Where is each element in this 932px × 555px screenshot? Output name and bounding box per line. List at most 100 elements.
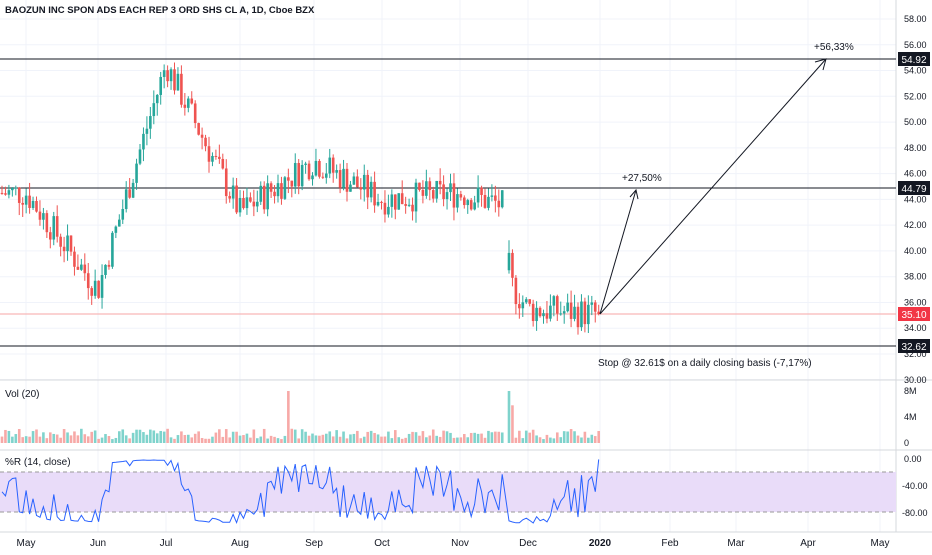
volume-bar	[221, 436, 225, 443]
volume-bar	[66, 432, 69, 443]
volume-bar	[524, 430, 528, 443]
candle-body	[287, 177, 290, 181]
volume-bar	[435, 435, 438, 443]
candle-body	[121, 209, 125, 220]
volume-bar	[366, 431, 369, 443]
candle-body	[356, 176, 359, 188]
candle-body	[155, 94, 159, 104]
volume-bar	[469, 432, 473, 443]
volume-bar	[483, 437, 487, 443]
volume-bar	[431, 429, 435, 443]
candle-body	[242, 197, 245, 209]
volume-bar	[235, 431, 238, 443]
candle-body	[49, 232, 52, 240]
candle-body	[487, 196, 490, 208]
candle-body	[93, 280, 97, 296]
time-tick: May	[871, 538, 890, 549]
volume-bar	[549, 437, 552, 443]
volume-bar	[531, 429, 535, 443]
volume-bar	[152, 430, 156, 443]
candle-body	[52, 216, 56, 240]
volume-bar	[397, 437, 401, 443]
volume-bar	[169, 437, 173, 443]
candle-body	[425, 181, 428, 196]
volume-bar	[321, 434, 325, 443]
volume-bar	[128, 438, 131, 443]
volume-bar	[376, 434, 380, 443]
candle-body	[593, 302, 597, 312]
candle-body	[535, 307, 538, 322]
candle-body	[321, 176, 325, 178]
candle-body	[273, 191, 276, 197]
projection-arrows[interactable]	[599, 58, 827, 315]
candle-body	[335, 170, 338, 173]
williams-tick-0: 0.00	[904, 454, 922, 464]
candle-body	[38, 211, 42, 220]
volume-bar	[249, 437, 252, 443]
volume-bar	[428, 435, 432, 443]
time-tick: Nov	[451, 538, 469, 549]
volume-bar	[459, 437, 463, 443]
candle-body	[514, 277, 518, 305]
candle-body	[380, 201, 383, 203]
volume-bar	[256, 438, 259, 443]
volume-bar	[387, 431, 390, 443]
candle-body	[252, 201, 256, 207]
projection-arrow-high[interactable]	[599, 58, 827, 315]
candle-body	[114, 226, 118, 233]
volume-bar	[104, 434, 107, 443]
candle-body	[107, 264, 111, 267]
candle-body	[476, 187, 480, 203]
candle-body	[469, 200, 473, 210]
candle-body	[480, 187, 483, 196]
price-axis[interactable]: 58.00 56.00 54.00 52.00 50.00 48.00 46.00 44.00…	[904, 14, 927, 385]
candle-body	[445, 192, 449, 200]
candle-body	[573, 306, 576, 319]
candle-body	[259, 185, 263, 202]
volume-bar	[542, 439, 545, 443]
volume-bar	[487, 430, 490, 443]
candle-body	[342, 168, 345, 188]
volume-bar	[155, 433, 159, 443]
volume-bar	[297, 438, 300, 443]
candle-body	[407, 204, 411, 206]
candle-body	[131, 182, 135, 198]
volume-bar	[362, 436, 366, 443]
candle-body	[373, 181, 376, 206]
volume-bar	[562, 431, 566, 443]
volume-bar	[218, 429, 221, 443]
volume-bar	[269, 435, 273, 443]
candle-body	[400, 193, 404, 205]
volume-bar	[59, 437, 62, 443]
volume-bar	[118, 431, 121, 443]
volume-bar	[480, 433, 483, 443]
candle-body	[176, 73, 180, 91]
volume-bar	[14, 434, 18, 443]
time-axis[interactable]: May Jun Jul Aug Sep Oct Nov Dec 2020 Feb Mar Apr May	[17, 538, 890, 549]
volume-bar	[290, 428, 294, 443]
volume-bar	[573, 431, 576, 443]
candle-body	[328, 157, 332, 174]
volume-bar	[580, 437, 583, 443]
price-tick: 48.00	[904, 143, 927, 153]
candle-body	[17, 187, 21, 203]
candle-body	[466, 200, 470, 206]
volume-bar	[421, 431, 425, 443]
volume-bar	[0, 436, 4, 443]
projection-arrow-mid[interactable]	[599, 189, 637, 315]
tag-last-price: 35.10	[901, 310, 926, 321]
volume-bar	[304, 431, 307, 443]
candle-body	[428, 181, 432, 191]
tag-resistance-high-bg	[898, 52, 930, 66]
candle-body	[411, 204, 414, 212]
volume-bar	[11, 436, 14, 443]
volume-bar	[276, 438, 280, 443]
volume-bars	[0, 391, 600, 443]
candle-body	[200, 134, 204, 138]
candle-body	[204, 137, 207, 147]
candle-body	[269, 183, 273, 192]
pane-borders	[0, 0, 932, 533]
time-tick: Feb	[661, 538, 679, 549]
volume-bar	[287, 391, 290, 443]
candle-body	[193, 103, 197, 124]
